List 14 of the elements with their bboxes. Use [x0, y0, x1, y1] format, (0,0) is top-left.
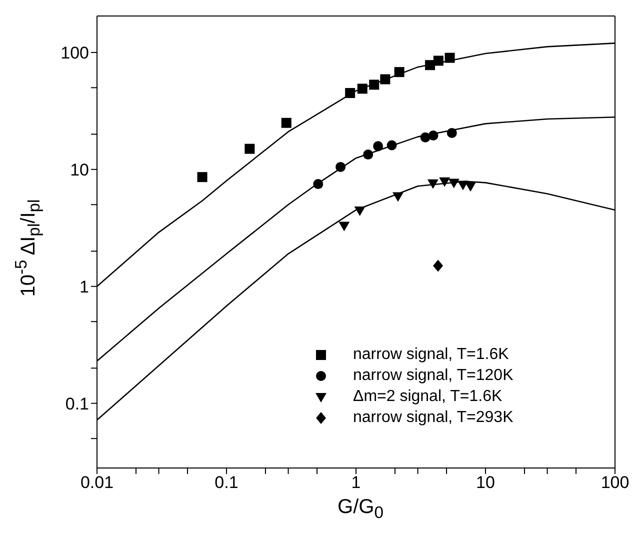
- y-tick-label: 0.1: [65, 394, 89, 414]
- x-tick-label: 0.1: [214, 473, 238, 492]
- legend-label: narrow signal, T=120K: [353, 366, 514, 386]
- x-tick-label: 10: [476, 473, 495, 492]
- legend-label: Δm=2 signal, T=1.6K: [353, 387, 502, 407]
- x-tick-label: 0.01: [80, 473, 114, 492]
- y-tick-label: 10: [70, 160, 89, 180]
- y-tick-label: 100: [60, 43, 89, 62]
- legend-label: narrow signal, T=293K: [353, 408, 514, 428]
- x-tick-label: 1: [351, 473, 361, 492]
- y-tick-label: 1: [80, 277, 89, 296]
- x-axis-title: G/G$_{0}$: [336, 496, 384, 523]
- legend-label: narrow signal, T=1.6K: [353, 345, 509, 365]
- x-tick-label: 100: [600, 473, 630, 492]
